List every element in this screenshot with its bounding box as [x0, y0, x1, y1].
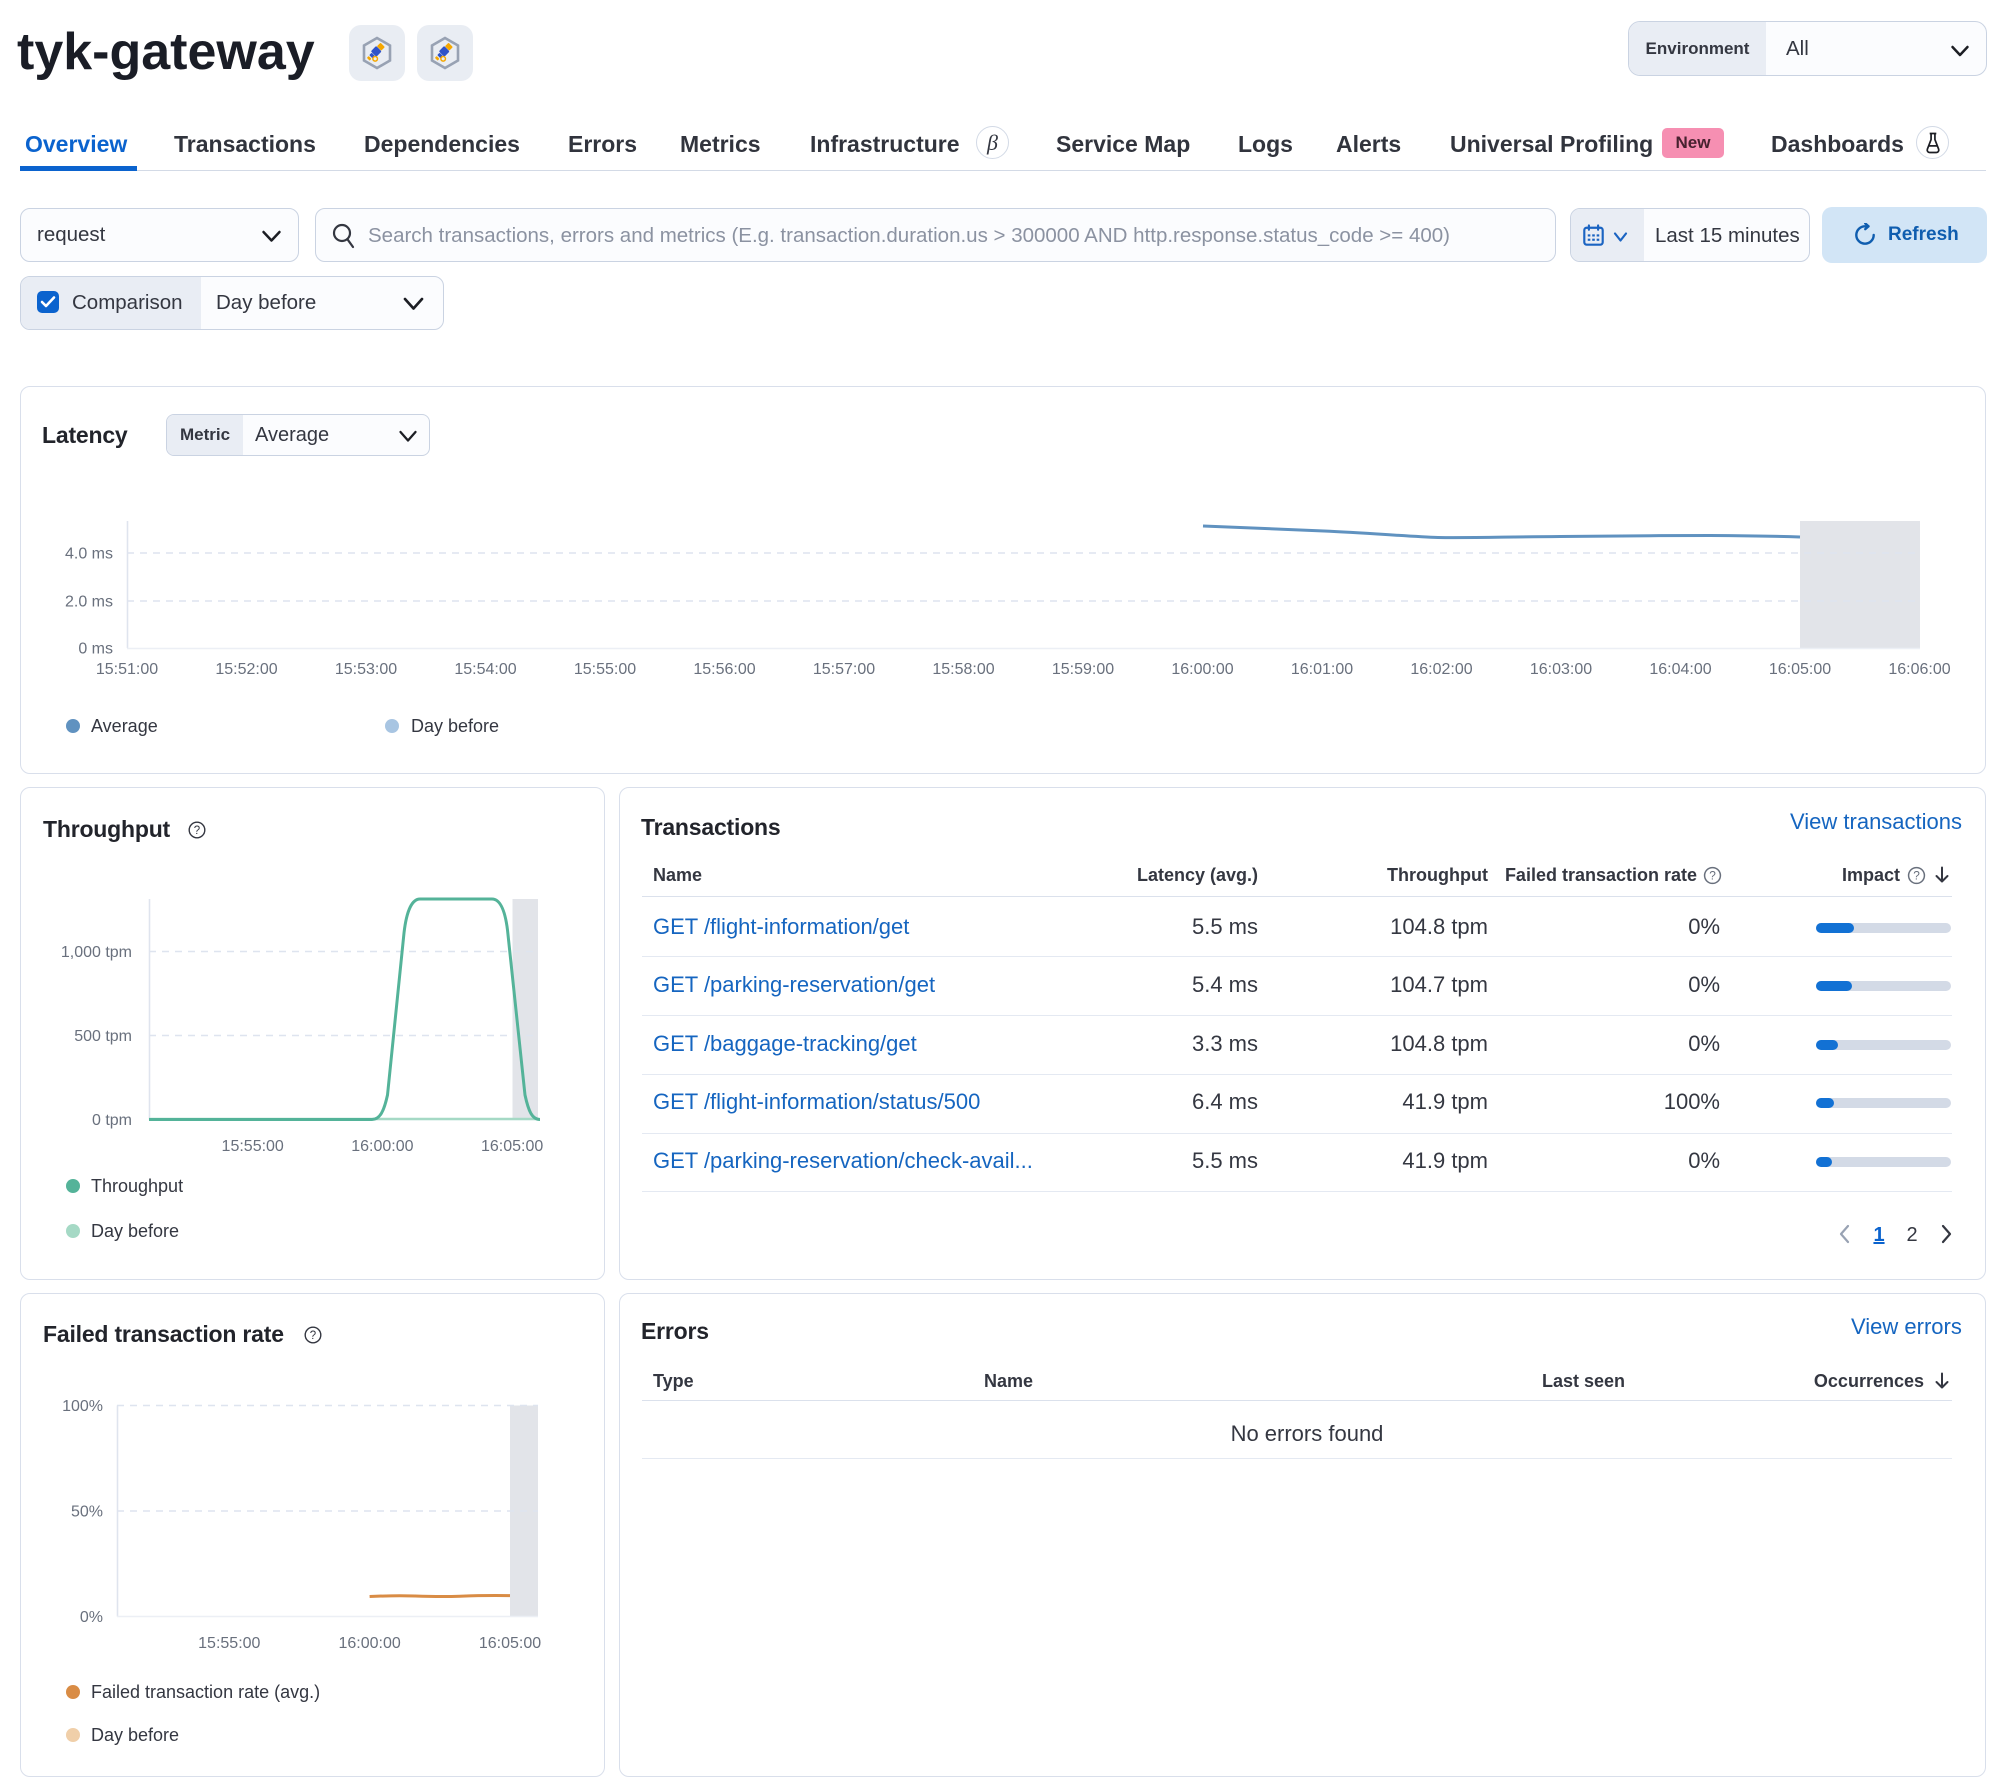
svg-text:4.0 ms: 4.0 ms — [65, 546, 113, 563]
svg-text:16:05:00: 16:05:00 — [481, 1138, 543, 1155]
svg-text:15:57:00: 15:57:00 — [813, 661, 875, 678]
svg-text:16:04:00: 16:04:00 — [1649, 661, 1711, 678]
svg-text:16:02:00: 16:02:00 — [1410, 661, 1472, 678]
svg-text:15:59:00: 15:59:00 — [1052, 661, 1114, 678]
svg-text:2.0 ms: 2.0 ms — [65, 594, 113, 611]
svg-text:15:55:00: 15:55:00 — [222, 1138, 284, 1155]
svg-text:?: ? — [310, 1330, 316, 1342]
svg-text:15:52:00: 15:52:00 — [215, 661, 277, 678]
svg-text:Day before: Day before — [411, 716, 499, 736]
svg-text:0%: 0% — [80, 1609, 103, 1626]
svg-text:100%: 100% — [62, 1398, 103, 1415]
svg-text:50%: 50% — [71, 1504, 103, 1521]
svg-text:500 tpm: 500 tpm — [74, 1028, 132, 1045]
svg-text:0 tpm: 0 tpm — [92, 1112, 132, 1129]
svg-text:15:51:00: 15:51:00 — [96, 661, 158, 678]
svg-text:Day before: Day before — [91, 1725, 179, 1745]
svg-text:15:55:00: 15:55:00 — [198, 1635, 260, 1652]
svg-text:?: ? — [1913, 868, 1920, 882]
svg-text:Day before: Day before — [91, 1221, 179, 1241]
svg-text:16:01:00: 16:01:00 — [1291, 661, 1353, 678]
svg-text:15:54:00: 15:54:00 — [454, 661, 516, 678]
svg-text:Failed transaction rate (avg.): Failed transaction rate (avg.) — [91, 1682, 320, 1702]
svg-text:16:00:00: 16:00:00 — [338, 1635, 400, 1652]
svg-text:15:56:00: 15:56:00 — [693, 661, 755, 678]
svg-text:16:00:00: 16:00:00 — [351, 1138, 413, 1155]
svg-text:15:58:00: 15:58:00 — [932, 661, 994, 678]
svg-text:1,000 tpm: 1,000 tpm — [61, 944, 132, 961]
svg-text:Throughput: Throughput — [91, 1176, 183, 1196]
svg-text:16:05:00: 16:05:00 — [1769, 661, 1831, 678]
svg-text:16:05:00: 16:05:00 — [479, 1635, 541, 1652]
svg-text:16:06:00: 16:06:00 — [1888, 661, 1950, 678]
svg-text:15:53:00: 15:53:00 — [335, 661, 397, 678]
svg-text:15:55:00: 15:55:00 — [574, 661, 636, 678]
svg-text:0 ms: 0 ms — [78, 641, 113, 658]
svg-text:16:00:00: 16:00:00 — [1171, 661, 1233, 678]
svg-text:?: ? — [1709, 868, 1716, 882]
svg-text:?: ? — [194, 825, 200, 837]
svg-text:Average: Average — [91, 716, 158, 736]
svg-text:16:03:00: 16:03:00 — [1530, 661, 1592, 678]
